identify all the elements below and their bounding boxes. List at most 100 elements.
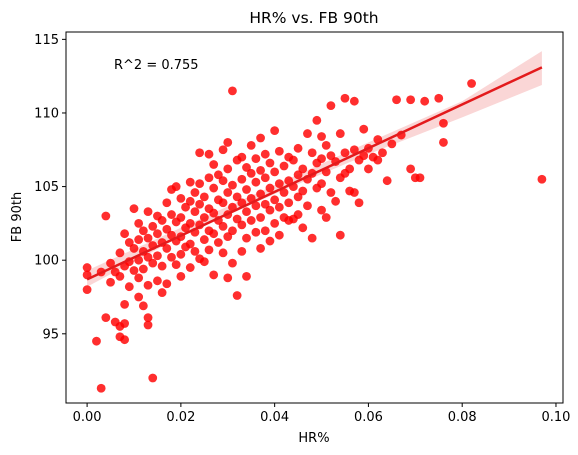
data-point bbox=[185, 263, 195, 272]
data-points bbox=[82, 79, 547, 393]
data-point bbox=[467, 79, 476, 88]
data-point bbox=[242, 163, 251, 172]
x-tick-label: 0.04 bbox=[260, 410, 289, 425]
data-point bbox=[195, 179, 205, 189]
data-point bbox=[270, 167, 280, 177]
data-point bbox=[364, 164, 373, 174]
data-point bbox=[331, 196, 340, 206]
y-tick-label: 115 bbox=[34, 33, 59, 48]
x-axis-label: HR% bbox=[298, 431, 329, 446]
data-point bbox=[148, 258, 158, 268]
data-point bbox=[134, 292, 144, 302]
data-point bbox=[303, 201, 312, 211]
data-point bbox=[162, 279, 172, 289]
data-point bbox=[293, 192, 303, 202]
data-point bbox=[176, 213, 186, 222]
data-point bbox=[256, 165, 265, 175]
data-point bbox=[232, 291, 242, 300]
data-point bbox=[129, 204, 139, 214]
data-point bbox=[237, 174, 247, 184]
data-point bbox=[153, 229, 162, 239]
data-point bbox=[349, 96, 359, 106]
data-point bbox=[204, 173, 214, 183]
data-point bbox=[354, 198, 364, 208]
data-point bbox=[199, 235, 209, 244]
data-point bbox=[317, 154, 326, 164]
data-point bbox=[134, 218, 144, 228]
data-point bbox=[213, 238, 223, 247]
y-axis-label: FB 90th bbox=[10, 192, 25, 242]
y-tick-label: 95 bbox=[42, 327, 59, 342]
data-point bbox=[124, 282, 134, 292]
data-point bbox=[153, 251, 162, 261]
data-point bbox=[190, 246, 200, 256]
data-point bbox=[176, 249, 186, 259]
data-point bbox=[387, 139, 397, 149]
data-point bbox=[439, 138, 448, 147]
data-point bbox=[265, 158, 275, 168]
data-point bbox=[279, 188, 289, 197]
data-point bbox=[223, 164, 233, 174]
data-point bbox=[101, 211, 111, 221]
data-point bbox=[143, 280, 153, 290]
data-point bbox=[265, 236, 275, 246]
data-point bbox=[162, 224, 172, 234]
data-point bbox=[218, 176, 228, 186]
data-point bbox=[298, 164, 308, 174]
plot-frame bbox=[65, 31, 564, 404]
data-point bbox=[115, 248, 125, 258]
data-point bbox=[129, 244, 139, 253]
data-point bbox=[274, 179, 284, 189]
data-point bbox=[209, 270, 219, 280]
data-point bbox=[270, 195, 280, 205]
data-point bbox=[195, 199, 205, 209]
data-point bbox=[237, 246, 247, 256]
data-point bbox=[232, 214, 242, 224]
data-point bbox=[185, 177, 195, 187]
data-point bbox=[176, 193, 186, 203]
data-point bbox=[171, 182, 181, 191]
data-point bbox=[223, 232, 233, 242]
data-point bbox=[251, 177, 261, 187]
data-point bbox=[120, 229, 130, 239]
data-point bbox=[251, 227, 261, 237]
data-point bbox=[209, 229, 219, 239]
data-point bbox=[167, 230, 176, 240]
data-point bbox=[185, 218, 195, 228]
x-tick-label: 0.02 bbox=[166, 410, 195, 425]
data-point bbox=[293, 170, 303, 180]
data-point bbox=[157, 288, 167, 297]
data-point bbox=[406, 164, 416, 174]
data-point bbox=[237, 220, 247, 230]
data-point bbox=[162, 198, 172, 208]
data-point bbox=[120, 299, 130, 309]
data-point bbox=[213, 170, 223, 180]
data-point bbox=[134, 273, 144, 283]
data-point bbox=[124, 238, 134, 247]
data-point bbox=[246, 168, 256, 178]
data-point bbox=[293, 143, 303, 153]
data-point bbox=[260, 226, 270, 236]
data-point bbox=[143, 320, 153, 330]
data-point bbox=[326, 101, 336, 111]
data-point bbox=[335, 230, 345, 240]
data-point bbox=[204, 245, 214, 255]
y-tick-label: 110 bbox=[34, 106, 59, 121]
data-point bbox=[218, 248, 228, 258]
data-point bbox=[242, 271, 251, 281]
data-point bbox=[289, 155, 298, 165]
data-point bbox=[293, 210, 303, 219]
data-point bbox=[120, 319, 130, 328]
data-point bbox=[303, 129, 312, 138]
data-point bbox=[317, 132, 326, 141]
data-point bbox=[228, 86, 237, 96]
data-point bbox=[537, 174, 547, 184]
data-point bbox=[106, 258, 115, 268]
x-axis-ticks: 0.00 0.02 0.04 0.06 0.08 0.10 bbox=[73, 403, 570, 425]
data-point bbox=[148, 373, 158, 383]
data-point bbox=[246, 216, 256, 225]
data-point bbox=[265, 183, 275, 193]
data-point bbox=[242, 233, 251, 243]
data-point bbox=[167, 210, 176, 219]
data-point bbox=[167, 252, 176, 262]
